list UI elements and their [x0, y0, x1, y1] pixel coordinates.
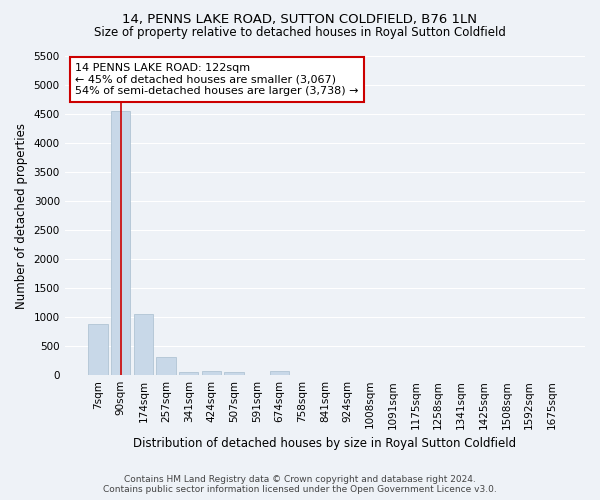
Text: 14, PENNS LAKE ROAD, SUTTON COLDFIELD, B76 1LN: 14, PENNS LAKE ROAD, SUTTON COLDFIELD, B…: [122, 12, 478, 26]
Bar: [111, 111, 130, 375]
Bar: [179, 372, 199, 375]
Text: Size of property relative to detached houses in Royal Sutton Coldfield: Size of property relative to detached ho…: [94, 26, 506, 39]
Bar: [202, 372, 221, 375]
Bar: [157, 357, 176, 375]
Text: 14 PENNS LAKE ROAD: 122sqm
← 45% of detached houses are smaller (3,067)
54% of s: 14 PENNS LAKE ROAD: 122sqm ← 45% of deta…: [75, 63, 359, 96]
Bar: [270, 372, 289, 375]
Bar: [134, 314, 153, 375]
X-axis label: Distribution of detached houses by size in Royal Sutton Coldfield: Distribution of detached houses by size …: [133, 437, 517, 450]
Bar: [224, 372, 244, 375]
Text: Contains HM Land Registry data © Crown copyright and database right 2024.
Contai: Contains HM Land Registry data © Crown c…: [103, 474, 497, 494]
Bar: [88, 324, 107, 375]
Y-axis label: Number of detached properties: Number of detached properties: [15, 123, 28, 309]
